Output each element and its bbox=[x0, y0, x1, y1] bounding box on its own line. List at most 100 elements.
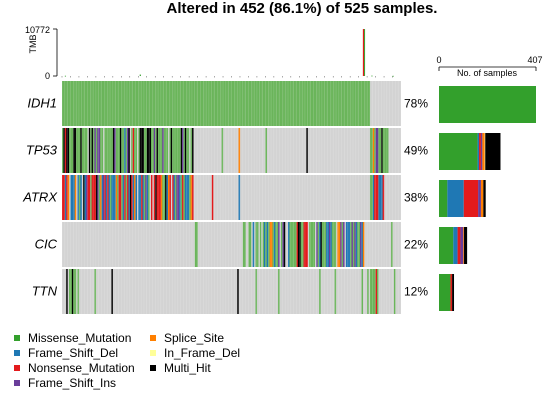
mutation-cell bbox=[91, 128, 94, 173]
side-bar-segment-cic bbox=[457, 227, 461, 264]
mutation-cell bbox=[159, 175, 162, 220]
mutation-cell bbox=[100, 81, 102, 126]
mutation-cell bbox=[241, 81, 243, 126]
mutation-cell bbox=[131, 175, 133, 220]
mutation-cell bbox=[255, 269, 258, 314]
side-bar-segment-tp53 bbox=[477, 133, 480, 170]
gene-label-atrx: ATRX bbox=[22, 190, 58, 205]
mutation-cell bbox=[367, 269, 369, 314]
percent-label-cic: 22% bbox=[404, 238, 428, 252]
mutation-cell bbox=[352, 222, 355, 267]
mutation-cell bbox=[175, 128, 177, 173]
mutation-cell bbox=[81, 128, 84, 173]
mutation-cell bbox=[158, 175, 160, 220]
mutation-cell bbox=[271, 81, 273, 126]
side-bar-segment-ttn bbox=[450, 274, 453, 311]
mutation-cell bbox=[375, 269, 378, 314]
mutation-cell bbox=[111, 269, 113, 314]
mutation-cell bbox=[347, 222, 349, 267]
mutation-cell bbox=[300, 81, 303, 126]
mutation-cell bbox=[67, 175, 70, 220]
mutation-cell bbox=[357, 222, 359, 267]
mutation-cell bbox=[121, 81, 123, 126]
mutation-cell bbox=[102, 81, 105, 126]
tmb-bar bbox=[139, 74, 141, 76]
mutation-cell bbox=[252, 81, 255, 126]
mutation-cell bbox=[292, 81, 294, 126]
mutation-cell bbox=[282, 222, 284, 267]
mutation-cell bbox=[266, 81, 269, 126]
mutation-cell bbox=[118, 81, 121, 126]
mutation-cell bbox=[107, 175, 109, 220]
mutation-cell bbox=[143, 128, 146, 173]
mutation-cell bbox=[269, 222, 272, 267]
mutation-cell bbox=[324, 81, 327, 126]
mutation-cell bbox=[76, 81, 78, 126]
mutation-cell bbox=[289, 222, 291, 267]
mutation-cell bbox=[271, 222, 273, 267]
mutation-cell bbox=[111, 128, 113, 173]
mutation-cell bbox=[66, 269, 68, 314]
mutation-cell bbox=[200, 81, 202, 126]
mutation-cell bbox=[194, 81, 197, 126]
percent-labels: 78% 49% 38% 22% 12% bbox=[404, 97, 428, 299]
mutation-cell bbox=[334, 222, 337, 267]
mutation-cell bbox=[351, 81, 354, 126]
mutation-cell bbox=[131, 81, 133, 126]
mutation-cell bbox=[358, 222, 361, 267]
mutation-cell bbox=[150, 175, 153, 220]
mutation-cell bbox=[215, 81, 218, 126]
mutation-cell bbox=[283, 81, 286, 126]
side-bar-segment-ttn bbox=[439, 274, 451, 311]
mutation-cell bbox=[307, 81, 310, 126]
side-bar-segment-cic bbox=[460, 227, 464, 264]
mutation-cell bbox=[295, 222, 297, 267]
mutation-cell bbox=[119, 128, 122, 173]
mutation-cell bbox=[134, 128, 136, 173]
mutation-cell bbox=[124, 81, 126, 126]
mutation-cell bbox=[135, 128, 138, 173]
mutation-cell bbox=[269, 81, 272, 126]
mutation-cell bbox=[138, 81, 140, 126]
mutation-cell bbox=[314, 81, 317, 126]
mutation-cell bbox=[63, 175, 65, 220]
mutation-cell bbox=[379, 175, 382, 220]
mutation-cell bbox=[148, 175, 150, 220]
mutation-cell bbox=[119, 175, 122, 220]
gene-label-cic: CIC bbox=[35, 237, 58, 252]
mutation-cell bbox=[173, 175, 176, 220]
mutation-cell bbox=[108, 175, 111, 220]
mutation-cell bbox=[273, 81, 276, 126]
mutation-cell bbox=[189, 81, 191, 126]
mutation-cell bbox=[237, 81, 239, 126]
mutation-cell bbox=[146, 175, 149, 220]
mutation-cell bbox=[121, 175, 123, 220]
mutation-cell bbox=[71, 81, 74, 126]
mutation-cell bbox=[110, 81, 112, 126]
mutation-cell bbox=[321, 222, 324, 267]
mutation-cell bbox=[182, 175, 184, 220]
mutation-cell bbox=[351, 222, 354, 267]
mutation-cell bbox=[372, 128, 375, 173]
mutation-cell bbox=[150, 128, 153, 173]
mutation-cell bbox=[371, 175, 373, 220]
mutation-cell bbox=[97, 128, 99, 173]
gene-row-atrx bbox=[61, 175, 402, 220]
mutation-cell bbox=[187, 175, 190, 220]
mutation-cell bbox=[191, 175, 194, 220]
mutation-cell bbox=[166, 128, 169, 173]
mutation-cell bbox=[105, 175, 108, 220]
mutation-cell bbox=[126, 175, 129, 220]
mutation-cell bbox=[100, 128, 102, 173]
mutation-cell bbox=[183, 128, 186, 173]
mutation-cell bbox=[98, 81, 101, 126]
mutation-cell bbox=[126, 128, 129, 173]
mutation-cell bbox=[81, 81, 84, 126]
mutation-cell bbox=[108, 128, 111, 173]
mutation-cell bbox=[248, 222, 251, 267]
mutation-cell bbox=[93, 81, 95, 126]
mutation-cell bbox=[83, 81, 85, 126]
mutation-cell bbox=[193, 81, 195, 126]
mutation-cell bbox=[333, 81, 335, 126]
mutation-cell bbox=[111, 81, 113, 126]
